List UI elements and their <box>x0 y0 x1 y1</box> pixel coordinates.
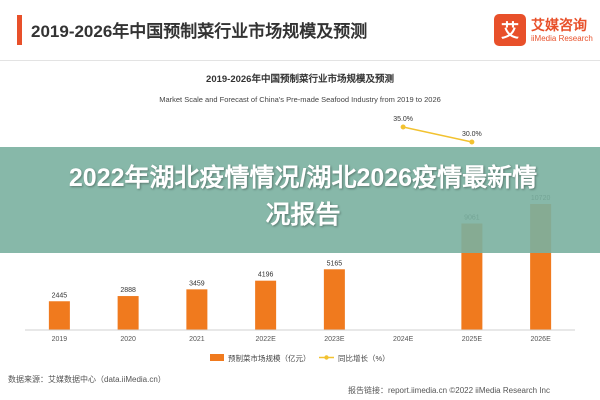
x-tick-label: 2022E <box>256 336 277 343</box>
x-tick-label: 2020 <box>120 336 136 343</box>
brand-name-cn: 艾媒咨询 <box>531 17 587 33</box>
x-tick-label: 2025E <box>462 336 483 343</box>
chart-legend: 预制菜市场规模（亿元） 同比增长（%） <box>210 353 390 363</box>
brand-name-en: iiMedia Research <box>531 34 593 43</box>
bar-2021 <box>186 289 208 330</box>
x-tick-labels: 2019 2020 2021 2022E 2023E 2024E 2025E 2026E <box>52 336 551 343</box>
report-watermark: 报告链接：report.iimedia.cn ©2022 iiMedia Res… <box>348 386 550 395</box>
legend-bar-label: 预制菜市场规模（亿元） <box>228 353 311 363</box>
bar-value-label: 4196 <box>258 272 274 279</box>
article-title: 2022年湖北疫情情况/湖北2026疫情最新情况报告 <box>68 164 538 229</box>
x-tick-label: 2026E <box>531 336 552 343</box>
data-source-note: 数据来源：艾媒数据中心（data.iiMedia.cn） <box>8 375 166 384</box>
legend-line-label: 同比增长（%） <box>338 353 390 363</box>
x-tick-label: 2019 <box>52 336 68 343</box>
chart-title: 2019-2026年中国预制菜行业市场规模及预测 <box>206 73 394 85</box>
x-tick-label: 2023E <box>324 336 345 343</box>
bar-value-label: 2445 <box>52 292 68 299</box>
header-divider <box>0 60 600 61</box>
growth-point-2024E <box>400 124 406 130</box>
bar-value-label: 3459 <box>189 280 205 287</box>
growth-value-label: 35.0% <box>393 116 413 123</box>
bar-value-label: 5165 <box>327 260 343 267</box>
bar-value-label: 2888 <box>120 287 136 294</box>
growth-line <box>402 126 473 143</box>
bar-2019 <box>48 301 70 330</box>
report-header: 2019-2026年中国预制菜行业市场规模及预测 艾 艾媒咨询 iiMedia … <box>0 0 600 62</box>
growth-value-label: 30.0% <box>462 131 482 138</box>
article-title-banner <box>0 147 600 253</box>
bar-2020 <box>117 296 139 330</box>
growth-line-layer: 35.0% 30.0% <box>393 116 482 145</box>
iimedia-logo-icon: 艾 <box>494 14 526 46</box>
legend-line-marker <box>324 355 329 360</box>
x-tick-label: 2024E <box>393 336 414 343</box>
legend-bar-swatch <box>210 354 224 361</box>
chart-subtitle: Market Scale and Forecast of China's Pre… <box>159 95 441 104</box>
title-accent-bar <box>17 15 22 45</box>
bar-2022E <box>255 280 277 330</box>
page-title: 2019-2026年中国预制菜行业市场规模及预测 <box>31 22 368 41</box>
bar-2023E <box>323 269 345 330</box>
growth-point-2025E <box>469 139 475 145</box>
x-tick-label: 2021 <box>189 336 205 343</box>
